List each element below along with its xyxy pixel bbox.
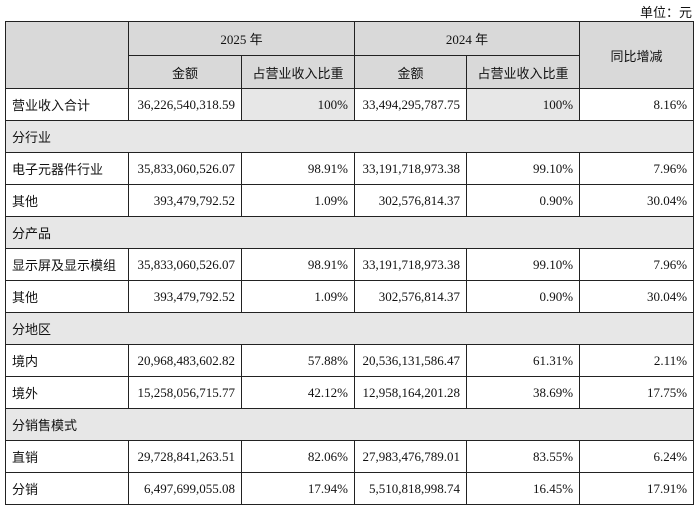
cell: 98.91%	[240, 152, 356, 185]
row-label: 分销售模式	[4, 408, 695, 441]
cell: 36,226,540,318.59	[128, 88, 242, 121]
row-label: 分产品	[4, 216, 695, 249]
cell: 0.90%	[466, 184, 581, 217]
cell: 17.94%	[240, 472, 356, 505]
cell: 61.31%	[466, 344, 581, 377]
cell: 33,191,718,973.38	[354, 248, 468, 281]
cell: 7.96%	[579, 248, 695, 281]
row-label: 其他	[5, 280, 129, 313]
cell: 17.75%	[579, 376, 695, 409]
data-row: 其他 393,479,792.52 1.09% 302,576,814.37 0.90%…	[5, 184, 695, 217]
row-label: 直销	[5, 440, 129, 473]
data-row: 境内 20,968,483,602.82 57.88% 20,536,131,586.…	[5, 344, 695, 377]
unit-label: 单位：元	[639, 5, 692, 20]
column-header: 金额	[128, 55, 242, 89]
cell: 38.69%	[466, 376, 581, 409]
cell: 302,576,814.37	[354, 184, 468, 217]
section-row: 分产品	[4, 216, 695, 249]
cell: 17.91%	[579, 472, 695, 505]
corner-cell	[5, 21, 129, 89]
section-row: 分地区	[4, 312, 695, 345]
cell: 100%	[466, 88, 581, 121]
cell: 2.11%	[579, 344, 695, 377]
column-header: 占营业收入比重	[240, 55, 356, 89]
data-row: 直销 29,728,841,263.51 82.06% 27,983,476,789.…	[5, 440, 695, 473]
cell: 100%	[240, 88, 356, 121]
data-row: 电子元器件行业 35,833,060,526.07 98.91% 33,191,718…	[5, 152, 695, 185]
cell: 16.45%	[466, 472, 581, 505]
data-row: 营业收入合计 36,226,540,318.59 100% 33,494,295,78…	[5, 88, 695, 121]
cell: 0.90%	[466, 280, 581, 313]
revenue-table: 2025 年 2024 年 同比增减 金额 占营业收入比重 金额 占营业收入比重…	[4, 21, 695, 505]
cell: 8.16%	[579, 88, 695, 121]
row-label: 其他	[5, 184, 129, 217]
cell: 6,497,699,055.08	[128, 472, 242, 505]
yoy-header: 同比增减	[579, 21, 695, 89]
cell: 99.10%	[466, 152, 581, 185]
cell: 33,191,718,973.38	[354, 152, 468, 185]
data-row: 其他 393,479,792.52 1.09% 302,576,814.37 0.90%…	[5, 280, 695, 313]
row-label: 境外	[5, 376, 129, 409]
cell: 29,728,841,263.51	[128, 440, 242, 473]
row-label: 显示屏及显示模组	[5, 248, 129, 281]
cell: 30.04%	[579, 184, 695, 217]
table-body: 营业收入合计 36,226,540,318.59 100% 33,494,295,78…	[4, 88, 695, 505]
data-row: 分销 6,497,699,055.08 17.94% 5,510,818,998.74…	[5, 472, 695, 505]
cell: 98.91%	[240, 248, 356, 281]
cell: 393,479,792.52	[128, 184, 242, 217]
column-header: 占营业收入比重	[466, 55, 581, 89]
row-label: 分地区	[4, 312, 695, 345]
row-label: 分销	[5, 472, 129, 505]
cell: 7.96%	[579, 152, 695, 185]
cell: 5,510,818,998.74	[354, 472, 468, 505]
section-row: 分行业	[4, 120, 695, 153]
year-header: 2024 年	[354, 21, 581, 56]
column-header: 金额	[354, 55, 468, 89]
cell: 1.09%	[240, 184, 356, 217]
cell: 1.09%	[240, 280, 356, 313]
row-label: 营业收入合计	[5, 88, 129, 121]
cell: 20,536,131,586.47	[354, 344, 468, 377]
cell: 35,833,060,526.07	[128, 152, 242, 185]
cell: 35,833,060,526.07	[128, 248, 242, 281]
cell: 393,479,792.52	[128, 280, 242, 313]
cell: 57.88%	[240, 344, 356, 377]
section-row: 分销售模式	[4, 408, 695, 441]
row-label: 分行业	[4, 120, 695, 153]
cell: 83.55%	[466, 440, 581, 473]
cell: 99.10%	[466, 248, 581, 281]
cell: 12,958,164,201.28	[354, 376, 468, 409]
cell: 15,258,056,715.77	[128, 376, 242, 409]
cell: 27,983,476,789.01	[354, 440, 468, 473]
cell: 82.06%	[240, 440, 356, 473]
cell: 33,494,295,787.75	[354, 88, 468, 121]
data-row: 境外 15,258,056,715.77 42.12% 12,958,164,201.…	[5, 376, 695, 409]
row-label: 境内	[5, 344, 129, 377]
cell: 6.24%	[579, 440, 695, 473]
data-row: 显示屏及显示模组 35,833,060,526.07 98.91% 33,191,71…	[5, 248, 695, 281]
cell: 20,968,483,602.82	[128, 344, 242, 377]
cell: 42.12%	[240, 376, 356, 409]
row-label: 电子元器件行业	[5, 152, 129, 185]
cell: 30.04%	[579, 280, 695, 313]
cell: 302,576,814.37	[354, 280, 468, 313]
year-header: 2025 年	[127, 21, 356, 56]
